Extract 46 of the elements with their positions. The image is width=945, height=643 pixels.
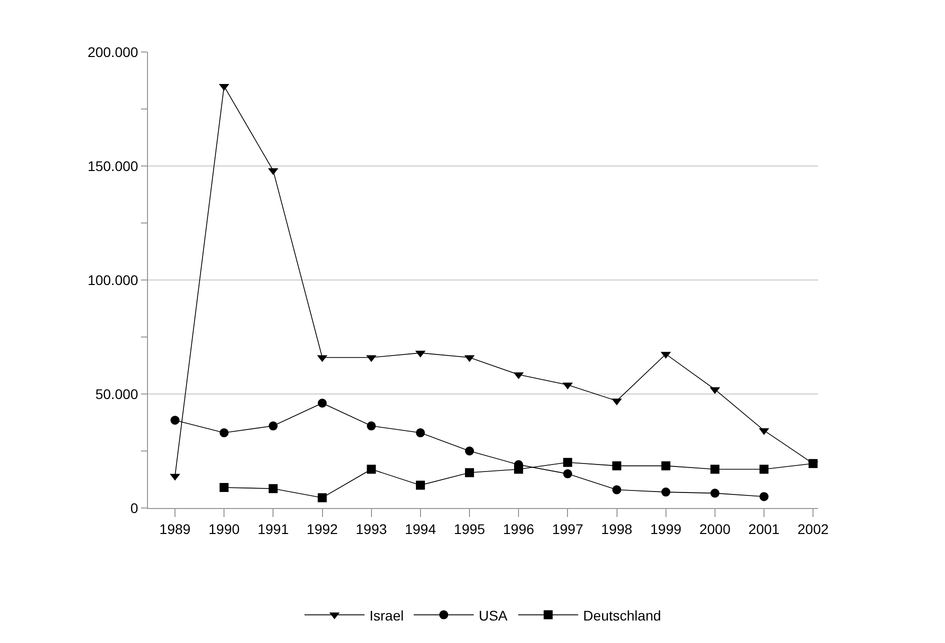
point (268, 421, 278, 430)
x-tick-label: 1990 (208, 520, 240, 537)
x-tick-label: 1998 (601, 520, 633, 537)
legend-label: Deutschland (583, 607, 662, 624)
point (760, 492, 769, 502)
x-tick-label: 1992 (306, 520, 338, 537)
x-tick-label: 1989 (159, 520, 191, 537)
x-tick-label: 2001 (748, 520, 780, 537)
point (612, 485, 622, 494)
point (710, 464, 720, 474)
point (710, 488, 720, 498)
point (661, 461, 670, 470)
y-tick-label: 200.000 (88, 44, 138, 60)
point (465, 468, 474, 478)
point (170, 416, 180, 425)
y-tick-label: 0 (130, 500, 138, 516)
point (268, 484, 278, 494)
x-tick-label: 1997 (552, 520, 584, 537)
point (366, 421, 376, 430)
point (318, 398, 327, 408)
point (563, 458, 572, 467)
point (465, 446, 474, 456)
x-tick-label: 2002 (798, 520, 829, 537)
point (220, 482, 229, 492)
point (416, 480, 425, 490)
legend-label: USA (478, 607, 508, 624)
point (612, 461, 622, 470)
x-tick-label: 1994 (404, 520, 436, 537)
x-tick-label: 2000 (699, 520, 731, 537)
y-tick-label: 50.000 (95, 386, 138, 402)
point (317, 355, 328, 362)
point (366, 464, 376, 474)
point (318, 493, 327, 502)
x-tick-label: 1999 (650, 520, 682, 537)
y-tick-label: 100.000 (88, 272, 138, 288)
point (760, 464, 769, 474)
point (416, 428, 425, 438)
point (661, 488, 670, 497)
legend-label: Israel (370, 607, 404, 624)
x-tick-label: 1996 (503, 520, 534, 537)
point (563, 469, 572, 478)
x-tick-label: 1995 (454, 520, 486, 537)
point (220, 428, 229, 438)
y-tick-label: 150.000 (88, 158, 138, 174)
x-tick-label: 1991 (258, 520, 289, 537)
x-tick-label: 1993 (356, 520, 388, 537)
